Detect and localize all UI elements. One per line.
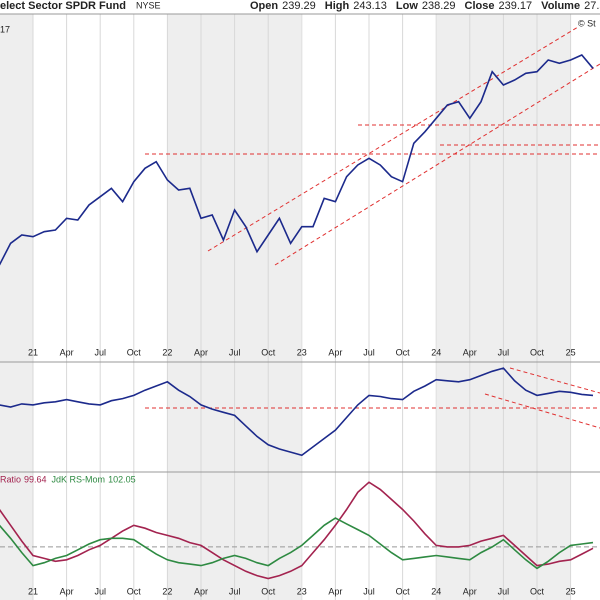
stat-label: Low [396,0,418,12]
year-shading [0,14,571,600]
stat-value: 243.13 [353,0,387,12]
x-tick-label: 21 [28,586,38,596]
x-tick-label: Jul [229,347,241,357]
exchange: NYSE [136,0,161,10]
x-tick-label: Apr [463,586,477,596]
stats: Open 239.29 High 243.13 Low 238.29 Close 239.17… [250,0,600,12]
stat-value: 239.29 [282,0,316,12]
stat-label: Open [250,0,278,12]
legend-name: JdK RS-Mom [52,474,106,484]
line [0,54,594,266]
x-tick-label: Apr [194,586,208,596]
x-tick-label: 21 [28,347,38,357]
x-tick-label: Oct [261,586,276,596]
stat-value: 238.29 [422,0,456,12]
x-tick-label: 22 [162,347,172,357]
x-tick-label: Jul [363,347,375,357]
legend-name: Ratio [0,474,21,484]
stat-label: Close [465,0,495,12]
x-tick-label: 25 [566,586,576,596]
trend-line [484,393,600,429]
shade [167,14,301,600]
stat-label: High [325,0,350,12]
x-tick-label: Apr [194,347,208,357]
shade [0,14,33,600]
x-tick-label: Oct [396,347,411,357]
x-tick-label: 24 [431,347,441,357]
x-tick-label: Oct [530,586,545,596]
x-tick-label: Oct [127,586,142,596]
x-tick-label: Apr [328,347,342,357]
x-tick-label: Oct [127,347,142,357]
x-tick-label: Oct [261,347,276,357]
x-tick-label: Oct [530,347,545,357]
stat-value: 239.17 [499,0,533,12]
legend-value: 102.05 [108,474,136,484]
stat-label: Volume [541,0,580,12]
x-tick-label: Jul [94,347,106,357]
x-tick-label: Jul [94,586,106,596]
legend: Ratio 99.64 JdK RS-Mom 102.05 [0,474,136,484]
x-tick-label: 23 [297,586,307,596]
x-tick-label: 25 [566,347,576,357]
line [0,481,594,580]
annotations [145,26,600,429]
x-tick-label: Apr [328,586,342,596]
x-tick-label: Apr [60,347,74,357]
grid [32,14,572,600]
x-tick-label: Jul [229,586,241,596]
channel-line [274,63,600,266]
shade [437,14,571,600]
title: elect Sector SPDR Fund [0,0,126,12]
corner-label: 17 [0,24,10,34]
legend-value: 99.64 [24,474,47,484]
line [0,517,594,570]
x-tick-label: 22 [162,586,172,596]
line [0,367,594,457]
x-tick-label: Apr [463,347,477,357]
x-tick-label: Jul [498,586,510,596]
trend-line [509,367,600,394]
stat-value: 27.5M [584,0,600,12]
credit: © St [578,18,596,28]
x-tick-label: 24 [431,586,441,596]
channel-line [207,26,579,252]
x-tick-label: Jul [498,347,510,357]
x-tick-label: Apr [60,586,74,596]
x-tick-label: 23 [297,347,307,357]
x-tick-label: Oct [396,586,411,596]
x-tick-label: Jul [363,586,375,596]
